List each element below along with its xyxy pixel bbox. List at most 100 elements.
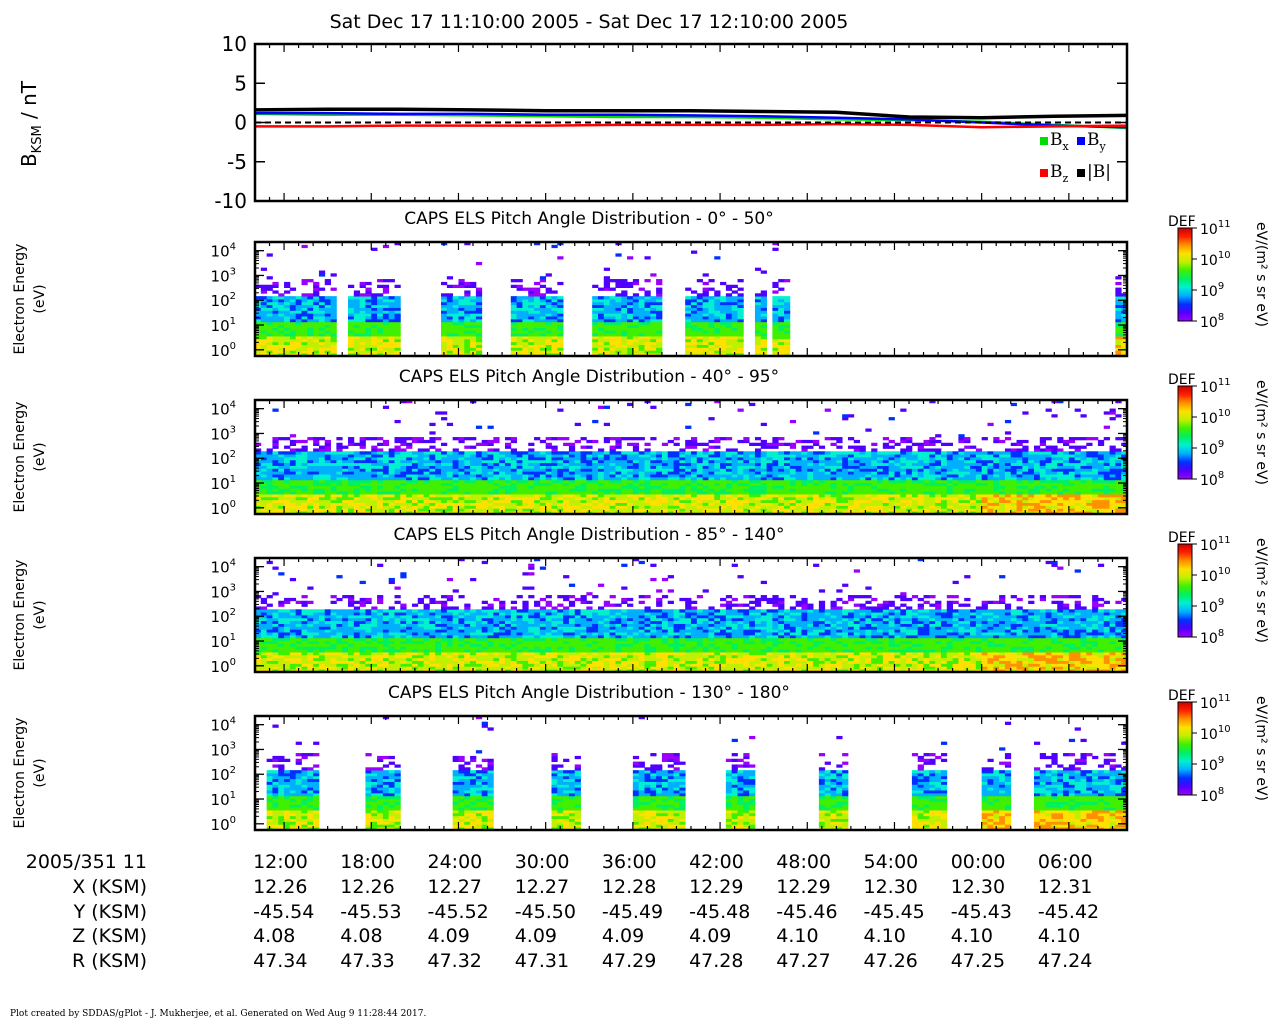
energy-axis-label: Electron Energy (eV)	[12, 402, 48, 513]
legend-label: |B|	[1087, 162, 1111, 182]
ephemeris-value: -45.50	[515, 901, 576, 923]
colorbar-tick-label: 109	[1200, 281, 1224, 300]
ephemeris-value: -45.43	[951, 901, 1012, 923]
colorbar-tick-label: 109	[1200, 597, 1224, 616]
ephemeris-value: 12.30	[951, 876, 1005, 898]
ephemeris-value: 4.09	[689, 925, 731, 947]
ephemeris-value: -45.54	[253, 901, 314, 923]
legend-swatch	[1077, 137, 1085, 145]
energy-tick-label: 104	[211, 558, 236, 577]
ephemeris-value: -45.46	[776, 901, 837, 923]
colorbar-unit: eV/(m² s sr eV)	[1253, 538, 1269, 643]
svg-text:(eV): (eV)	[32, 284, 48, 313]
time-tick-label: 42:00	[689, 851, 744, 873]
ephemeris-axis-table: 2005/351 11 X (KSM) Y (KSM)Z (KSM) R (KSM) 1…	[26, 851, 1099, 972]
ephemeris-value: -45.42	[1038, 901, 1099, 923]
axis-row-label: 2005/351 11	[26, 851, 147, 873]
ephemeris-value: 12.26	[340, 876, 394, 898]
ephemeris-value: 4.10	[951, 925, 993, 947]
legend-label: Bx	[1050, 130, 1070, 153]
mag-legend: Bx By Bz |B|	[1040, 130, 1111, 185]
time-tick-label: 48:00	[776, 851, 831, 873]
time-tick-label: 06:00	[1038, 851, 1093, 873]
mag-y-axis-label: BKSM / nT	[17, 80, 45, 167]
ephemeris-value: 47.29	[602, 950, 656, 972]
axis-row-label: R (KSM)	[72, 950, 147, 972]
colorbar-tick-label: 1011	[1200, 693, 1231, 712]
colorbar-tick-label: 1010	[1200, 250, 1231, 269]
ephemeris-value: 4.10	[864, 925, 906, 947]
svg-text:Electron Energy: Electron Energy	[12, 244, 28, 355]
spectrogram-title: CAPS ELS Pitch Angle Distribution - 130°…	[388, 683, 790, 703]
colorbar-tick-label: 1010	[1200, 566, 1231, 585]
colorbar-tick-label: 1011	[1200, 535, 1231, 554]
colorbar: DEF 1011 1010 109 108 eV/(m² s sr eV)	[1168, 372, 1269, 489]
btotal-series-line	[254, 107, 1128, 120]
axis-row-label: X (KSM)	[72, 876, 147, 898]
energy-tick-label: 100	[211, 657, 236, 676]
colorbar-tick-label: 1011	[1200, 377, 1231, 396]
mag-y-tick-label: -10	[214, 189, 247, 213]
ephemeris-value: 47.27	[776, 950, 830, 972]
mag-y-tick-label: 10	[222, 32, 247, 56]
ephemeris-value: 4.10	[1038, 925, 1080, 947]
ephemeris-value: 47.26	[864, 950, 918, 972]
spectrogram-panel-1: CAPS ELS Pitch Angle Distribution - 0° -…	[12, 209, 1269, 360]
ephemeris-value: 4.09	[428, 925, 470, 947]
colorbar-unit: eV/(m² s sr eV)	[1253, 696, 1269, 801]
colorbar-label: DEF	[1168, 372, 1196, 388]
colorbar-scale	[1177, 227, 1193, 322]
time-tick-label: 00:00	[951, 851, 1006, 873]
ephemeris-value: 12.31	[1038, 876, 1092, 898]
energy-axis-label: Electron Energy (eV)	[12, 244, 48, 355]
spectrogram-title: CAPS ELS Pitch Angle Distribution - 85° …	[393, 525, 784, 545]
colorbar-label: DEF	[1168, 688, 1196, 704]
energy-tick-label: 103	[211, 582, 236, 601]
spectrogram-title: CAPS ELS Pitch Angle Distribution - 40° …	[399, 367, 779, 387]
bz-series-line	[255, 122, 1128, 129]
ephemeris-value: 12.27	[428, 876, 482, 898]
ephemeris-value: 12.29	[776, 876, 830, 898]
ephemeris-value: -45.48	[689, 901, 750, 923]
legend-swatch	[1077, 169, 1085, 177]
spectrogram-panel-3: CAPS ELS Pitch Angle Distribution - 85° …	[12, 525, 1269, 676]
ephemeris-value: 47.34	[253, 950, 307, 972]
energy-tick-label: 100	[211, 341, 236, 360]
energy-tick-label: 100	[211, 815, 236, 834]
energy-axis-label: Electron Energy (eV)	[12, 718, 48, 829]
colorbar-unit: eV/(m² s sr eV)	[1253, 222, 1269, 327]
colorbar: DEF 1011 1010 109 108 eV/(m² s sr eV)	[1168, 530, 1269, 647]
spectrogram-title: CAPS ELS Pitch Angle Distribution - 0° -…	[404, 209, 773, 229]
energy-tick-label: 101	[211, 316, 236, 335]
ephemeris-value: 12.29	[689, 876, 743, 898]
energy-tick-label: 103	[211, 740, 236, 759]
time-tick-label: 12:00	[253, 851, 308, 873]
ephemeris-value: 4.08	[340, 925, 382, 947]
ephemeris-value: 4.10	[776, 925, 818, 947]
ephemeris-value: 47.31	[515, 950, 569, 972]
colorbar-scale	[1177, 701, 1193, 796]
ephemeris-value: 4.08	[253, 925, 295, 947]
time-tick-label: 24:00	[428, 851, 483, 873]
time-tick-label: 30:00	[515, 851, 570, 873]
legend-swatch	[1040, 137, 1048, 145]
energy-tick-label: 102	[211, 449, 236, 468]
plot-title: Sat Dec 17 11:10:00 2005 - Sat Dec 17 12…	[330, 11, 849, 33]
energy-tick-label: 101	[211, 474, 236, 493]
ephemeris-value: 47.28	[689, 950, 743, 972]
colorbar: DEF 1011 1010 109 108 eV/(m² s sr eV)	[1168, 214, 1269, 331]
colorbar-tick-label: 1010	[1200, 408, 1231, 427]
mag-y-tick-label: 5	[234, 71, 247, 95]
time-tick-label: 36:00	[602, 851, 657, 873]
legend-swatch	[1040, 169, 1048, 177]
spectrogram-panel-2: CAPS ELS Pitch Angle Distribution - 40° …	[12, 367, 1269, 518]
mag-y-tick-label: -5	[227, 150, 247, 174]
energy-tick-label: 101	[211, 790, 236, 809]
energy-tick-label: 102	[211, 607, 236, 626]
by-series-line	[255, 111, 1128, 129]
ephemeris-value: 4.09	[515, 925, 557, 947]
legend-label: By	[1087, 130, 1107, 153]
energy-tick-label: 102	[211, 765, 236, 784]
colorbar-tick-label: 108	[1200, 786, 1224, 805]
